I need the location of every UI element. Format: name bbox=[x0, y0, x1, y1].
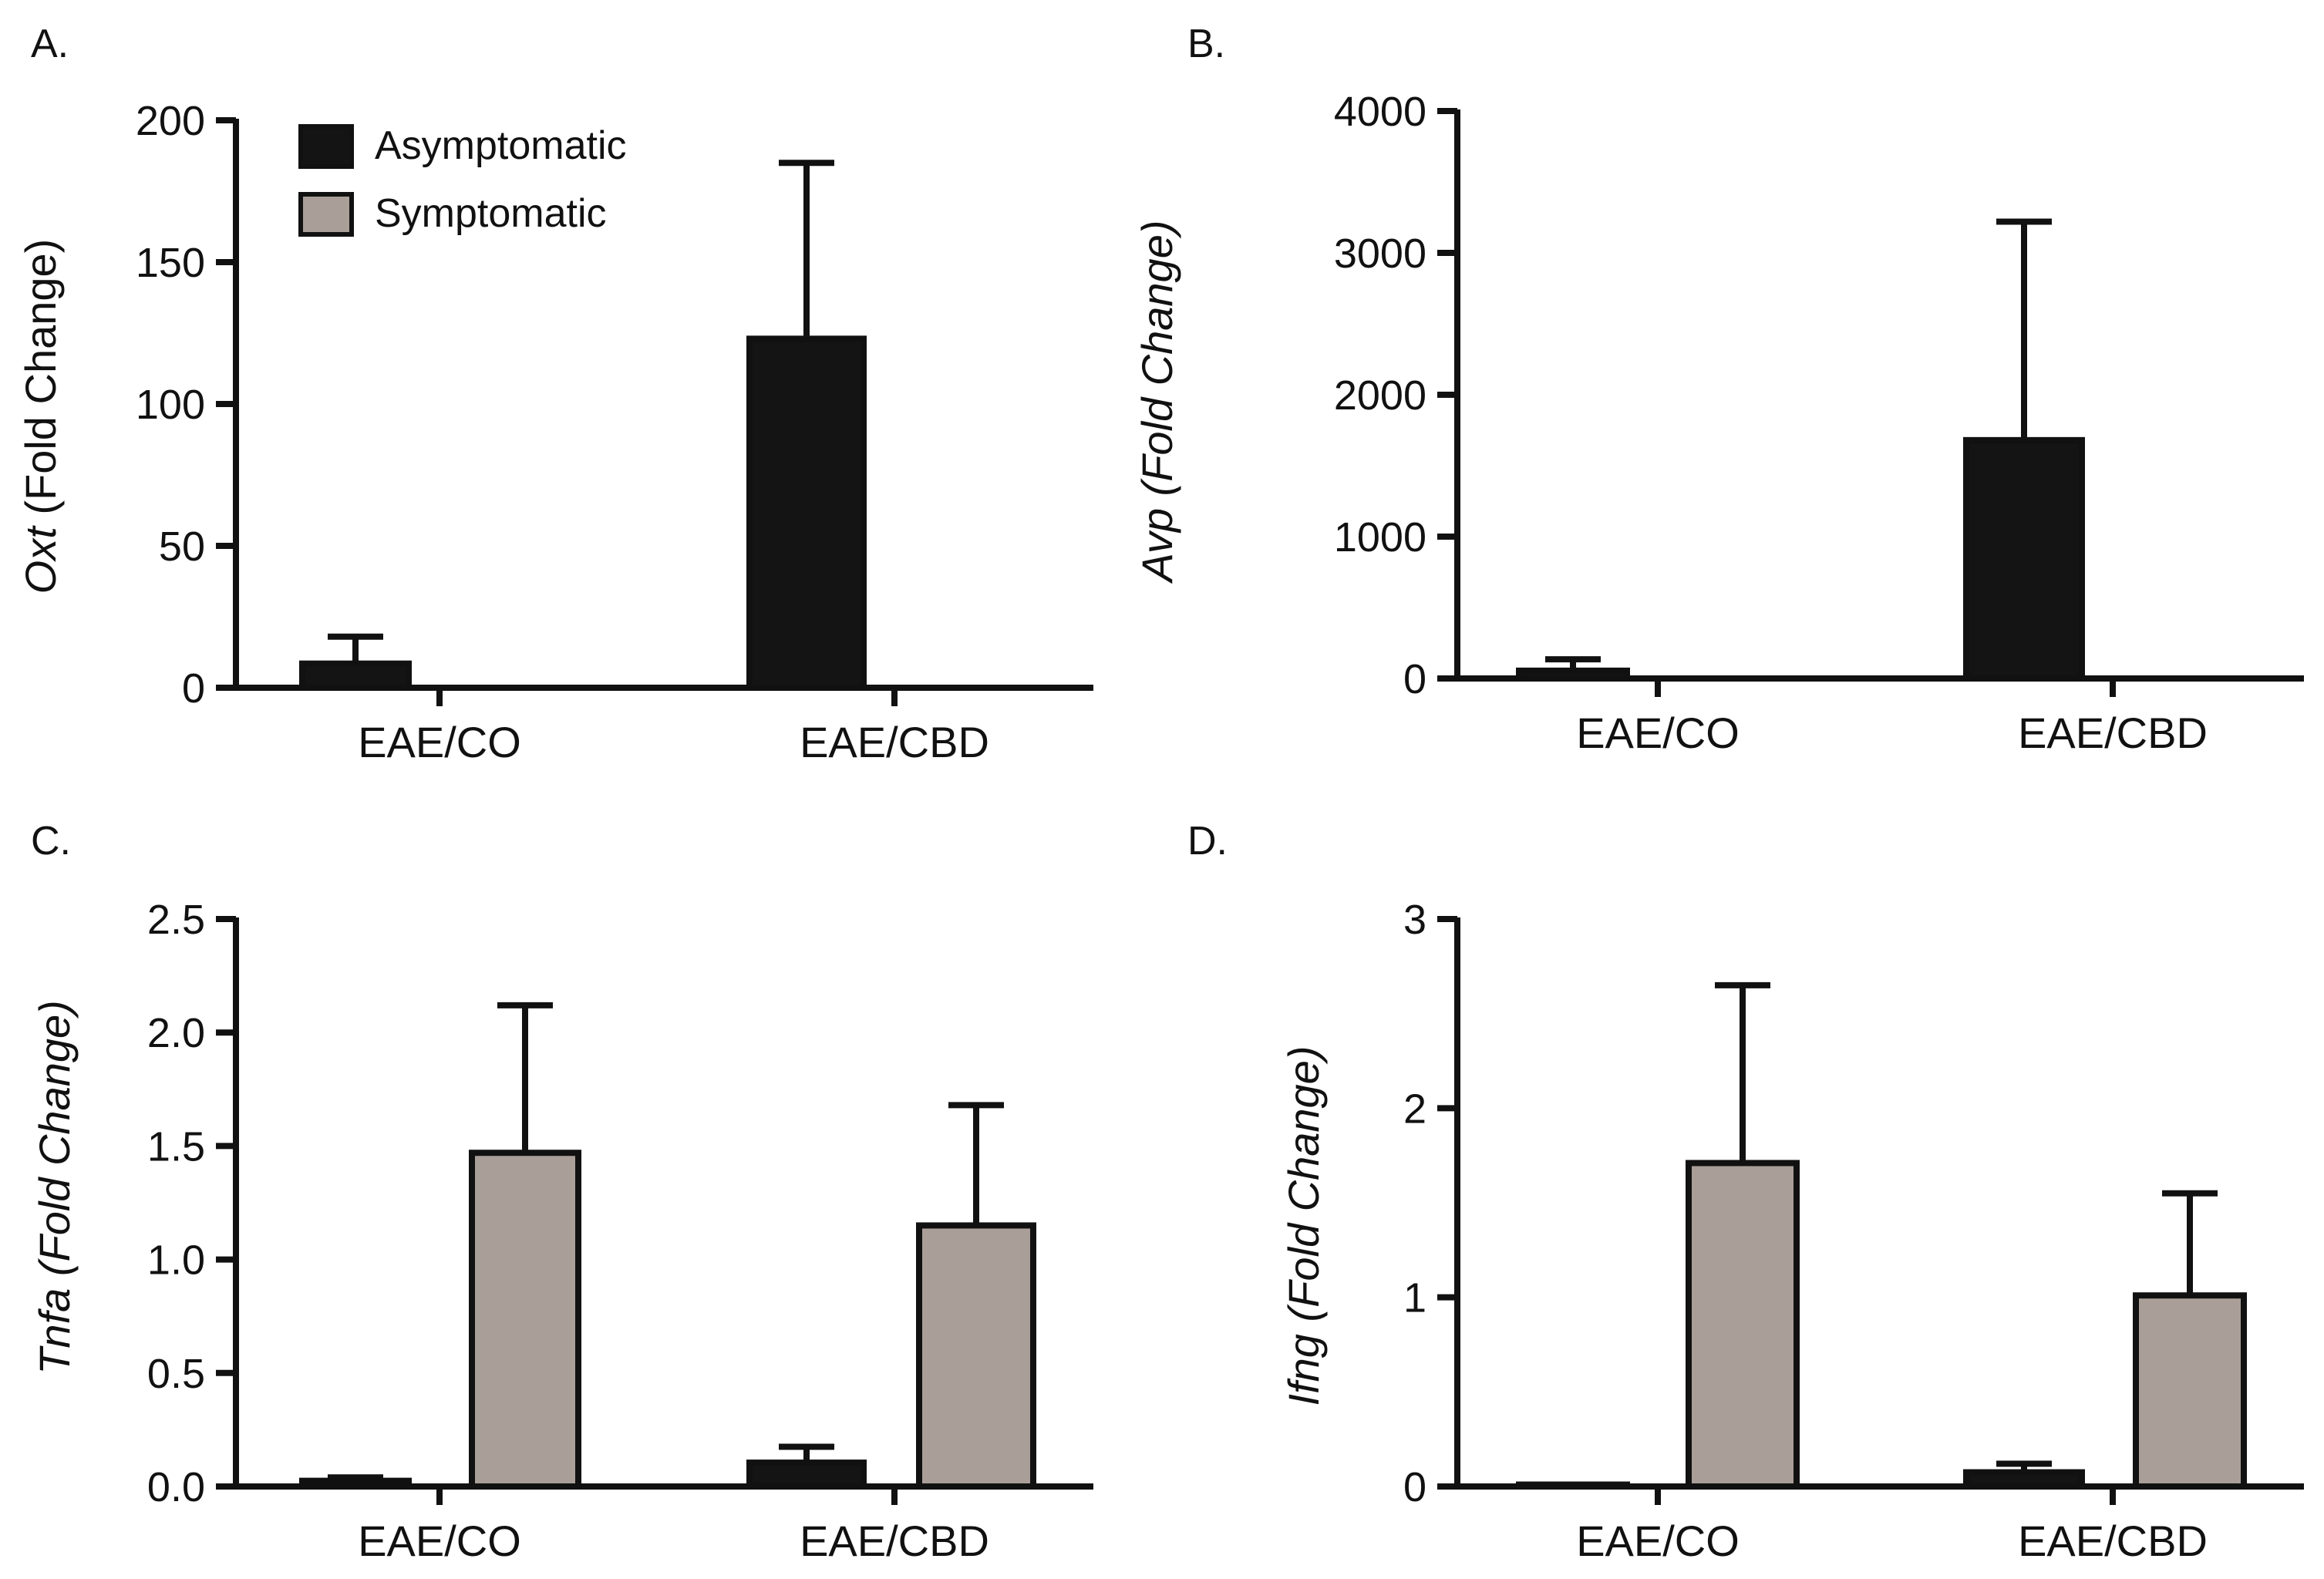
panel-a-category-eae-cbd: EAE/CBD bbox=[800, 718, 989, 766]
panel-c-plot: 0.0 0.5 1.0 1.5 2.0 2.5 bbox=[147, 897, 1093, 1510]
panel-c-bar-symptomatic-eae-co bbox=[469, 1150, 581, 1490]
panel-d-y-tick-label: 0 bbox=[1403, 1464, 1426, 1510]
legend-swatch-symptomatic bbox=[298, 192, 354, 237]
panel-b-y-tick-label: 3000 bbox=[1334, 231, 1426, 277]
panel-b-bar-asymptomatic-eae-co bbox=[1516, 667, 1630, 682]
panel-c-label: C. bbox=[31, 819, 71, 864]
panel-a: A. Oxt (Fold Change) 0 50 100 150 200 EAE/CO… bbox=[16, 22, 1093, 766]
panel-b-y-tick-label: 1000 bbox=[1334, 514, 1426, 561]
panel-a-plot: 0 50 100 150 200 bbox=[136, 98, 1093, 712]
panel-b-category-eae-co: EAE/CO bbox=[1576, 709, 1740, 757]
panel-b-ylabel-gene: Avp bbox=[1133, 508, 1181, 584]
panel-a-y-tick-label: 50 bbox=[159, 524, 205, 570]
panel-a-y-tick-label: 150 bbox=[136, 240, 205, 286]
panel-b-y-tick-label: 2000 bbox=[1334, 372, 1426, 419]
panel-d-y-tick-label: 3 bbox=[1403, 897, 1426, 943]
panel-b-ylabel-rest: (Fold Change) bbox=[1133, 221, 1181, 509]
panel-c-y-tick-label: 0.0 bbox=[147, 1464, 205, 1510]
panel-b-bar-asymptomatic-eae-cbd bbox=[1963, 436, 2085, 682]
panel-d-bar-symptomatic-eae-cbd bbox=[2133, 1292, 2247, 1490]
panel-d-bar-symptomatic-eae-co bbox=[1686, 1160, 1800, 1490]
panel-d-ylabel: Ifng (Fold Change) bbox=[1279, 1046, 1328, 1406]
panel-d-category-eae-cbd: EAE/CBD bbox=[2018, 1517, 2208, 1565]
panel-a-bar-asymptomatic-eae-cbd bbox=[746, 335, 867, 691]
panel-a-label: A. bbox=[31, 22, 69, 66]
legend-label-symptomatic: Symptomatic bbox=[375, 191, 607, 236]
panel-c-ylabel-gene: Tnfa bbox=[30, 1288, 79, 1375]
panel-d-plot: 0 1 2 3 bbox=[1403, 897, 2304, 1510]
panel-c-y-tick-label: 1.5 bbox=[147, 1123, 205, 1170]
panel-d-bar-asymptomatic-eae-cbd bbox=[1963, 1469, 2085, 1490]
panel-d-y-tick-label: 2 bbox=[1403, 1086, 1426, 1132]
panel-c-ylabel-rest: (Fold Change) bbox=[30, 1000, 79, 1288]
panel-a-y-tick-label: 100 bbox=[136, 382, 205, 428]
panel-b-plot: 0 1000 2000 3000 4000 bbox=[1334, 89, 2304, 702]
panel-a-y-tick-label: 200 bbox=[136, 98, 205, 144]
panel-d-category-eae-co: EAE/CO bbox=[1576, 1517, 1740, 1565]
panel-c-y-tick-label: 1.0 bbox=[147, 1237, 205, 1284]
panel-a-ylabel-gene: Oxt bbox=[16, 525, 65, 594]
panel-b-y-tick-label: 0 bbox=[1403, 656, 1426, 702]
legend-label-asymptomatic: Asymptomatic bbox=[375, 123, 627, 168]
panel-c-bar-asymptomatic-eae-cbd bbox=[746, 1459, 867, 1490]
panel-d-label: D. bbox=[1187, 819, 1228, 864]
panel-c-y-tick-label: 0.5 bbox=[147, 1351, 205, 1397]
panel-b: B. Avp (Fold Change) 0 1000 2000 3000 4000 E… bbox=[1133, 22, 2304, 757]
panel-c-y-tick-label: 2.0 bbox=[147, 1010, 205, 1056]
panel-a-bar-asymptomatic-eae-co bbox=[299, 660, 412, 691]
panel-c-category-eae-co: EAE/CO bbox=[358, 1517, 521, 1565]
panel-d: D. Ifng (Fold Change) 0 1 2 3 EAE/CO EAE/CB… bbox=[1187, 819, 2304, 1565]
legend-swatch-asymptomatic bbox=[298, 124, 354, 169]
panel-c-bar-symptomatic-eae-cbd bbox=[916, 1222, 1036, 1490]
panel-c-y-tick-label: 2.5 bbox=[147, 897, 205, 943]
panel-d-ylabel-rest: (Fold Change) bbox=[1279, 1046, 1328, 1335]
panel-b-label: B. bbox=[1187, 22, 1225, 66]
panel-d-y-tick-label: 1 bbox=[1403, 1275, 1426, 1321]
panel-d-ylabel-gene: Ifng bbox=[1279, 1334, 1328, 1406]
panel-d-bar-asymptomatic-eae-co bbox=[1516, 1481, 1630, 1490]
panel-a-y-tick-label: 0 bbox=[182, 665, 205, 712]
panel-b-y-tick-label: 4000 bbox=[1334, 89, 1426, 135]
legend: Asymptomatic Symptomatic bbox=[298, 123, 627, 237]
panel-a-category-eae-co: EAE/CO bbox=[358, 718, 521, 766]
panel-a-ylabel: Oxt (Fold Change) bbox=[16, 239, 65, 594]
panel-b-category-eae-cbd: EAE/CBD bbox=[2018, 709, 2208, 757]
panel-c-bar-asymptomatic-eae-co bbox=[299, 1477, 412, 1490]
panel-b-ylabel: Avp (Fold Change) bbox=[1133, 221, 1181, 584]
panel-c: C. Tnfa (Fold Change) 0.0 0.5 1.0 1.5 2.0 2.5… bbox=[30, 819, 1093, 1565]
panel-a-ylabel-rest: (Fold Change) bbox=[16, 239, 65, 527]
panel-c-ylabel: Tnfa (Fold Change) bbox=[30, 1000, 79, 1375]
panel-c-category-eae-cbd: EAE/CBD bbox=[800, 1517, 989, 1565]
